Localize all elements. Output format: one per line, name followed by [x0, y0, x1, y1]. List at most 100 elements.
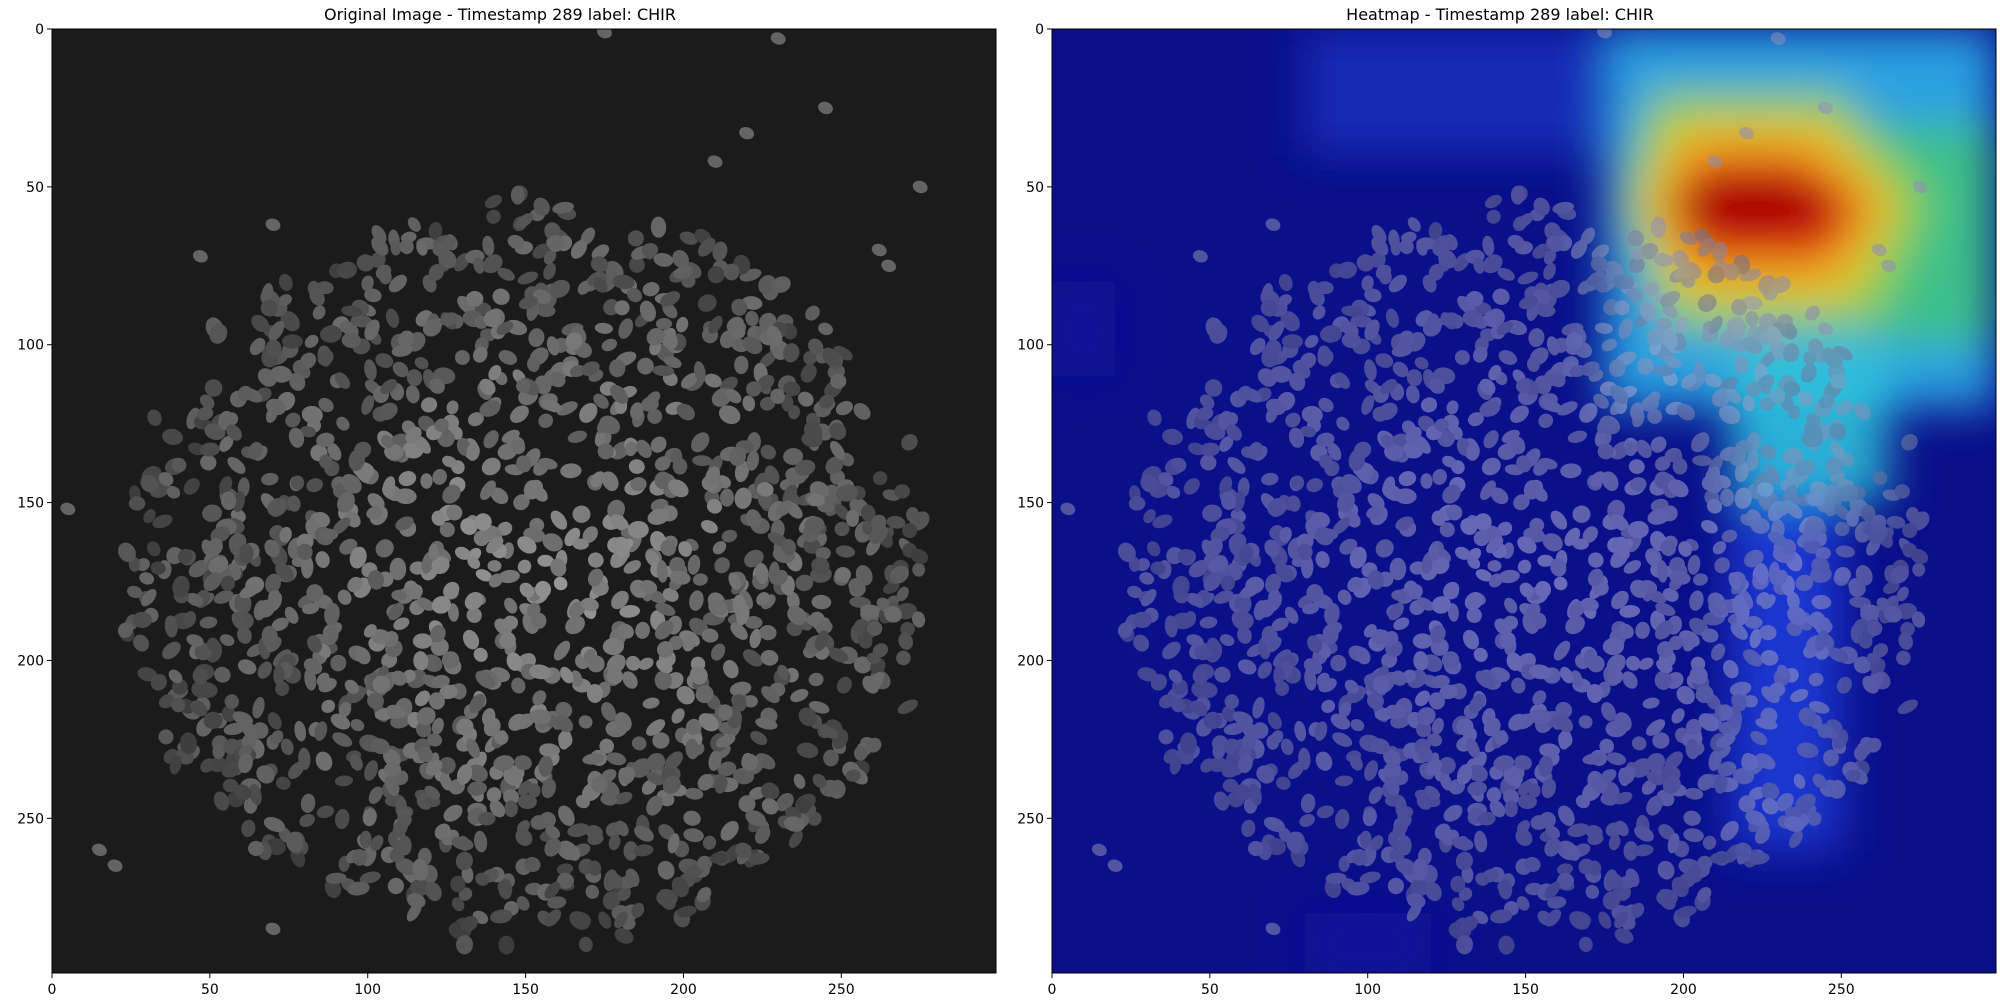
nucleus: [513, 494, 530, 511]
nucleus: [1489, 800, 1506, 818]
nucleus: [1770, 32, 1786, 45]
nucleus: [830, 373, 847, 389]
nucleus: [418, 746, 433, 763]
nucleus: [1416, 721, 1432, 738]
nucleus: [639, 300, 656, 322]
nucleus: [1528, 709, 1552, 725]
nucleus: [1280, 310, 1300, 332]
nucleus: [795, 798, 811, 814]
nucleus: [316, 805, 335, 819]
nucleus: [1597, 417, 1611, 434]
nucleus: [219, 634, 235, 647]
nucleus: [667, 833, 680, 854]
nucleus: [729, 446, 747, 467]
nucleus: [1815, 547, 1831, 561]
nucleus: [322, 626, 339, 645]
nucleus: [1428, 222, 1443, 240]
nucleus: [265, 339, 282, 358]
nucleus: [1569, 364, 1586, 378]
nucleus: [213, 590, 234, 604]
nucleus: [760, 444, 776, 460]
nucleus: [1601, 702, 1616, 722]
nucleus: [1756, 482, 1774, 497]
nucleus: [795, 574, 814, 592]
nucleus: [299, 813, 315, 828]
nucleus: [169, 755, 182, 775]
nucleus: [1431, 717, 1444, 735]
nucleus: [1469, 693, 1486, 714]
nucleus: [223, 722, 246, 736]
nucleus: [483, 310, 501, 328]
nucleus: [1260, 299, 1279, 317]
nucleus: [1694, 361, 1706, 383]
nucleus: [654, 456, 671, 471]
nucleus: [541, 778, 557, 799]
nucleus: [761, 782, 780, 800]
nucleus: [1384, 775, 1400, 796]
nucleus: [673, 265, 693, 280]
nucleus: [1572, 505, 1591, 523]
nucleus: [1715, 734, 1736, 748]
nucleus: [1269, 365, 1293, 383]
nucleus: [427, 733, 443, 747]
nucleus: [683, 810, 701, 826]
nucleus: [660, 539, 677, 557]
nucleus: [1815, 405, 1831, 418]
nucleus: [1836, 676, 1852, 694]
left-x-tick-label: 100: [354, 982, 381, 998]
nucleus: [406, 369, 423, 387]
nucleus: [1406, 369, 1423, 387]
nucleus: [239, 583, 261, 599]
nucleus: [1496, 321, 1514, 335]
nucleus: [1638, 657, 1654, 670]
nucleus: [1750, 730, 1768, 746]
nucleus: [335, 808, 350, 830]
nucleus: [1292, 359, 1306, 375]
nucleus: [614, 300, 630, 316]
nucleus: [1639, 580, 1658, 594]
nucleus: [514, 755, 532, 771]
nucleus: [279, 526, 292, 543]
nucleus: [318, 678, 337, 693]
nucleus: [547, 896, 567, 909]
nucleus: [1660, 539, 1677, 557]
nucleus: [256, 765, 275, 784]
nucleus: [836, 676, 852, 694]
nucleus: [1718, 405, 1741, 425]
nucleus: [1625, 868, 1640, 887]
nucleus: [650, 216, 667, 238]
nucleus: [728, 572, 741, 591]
nucleus: [510, 439, 526, 455]
nucleus: [707, 266, 725, 284]
nucleus: [1307, 635, 1323, 653]
nucleus: [416, 707, 436, 726]
nucleus: [636, 439, 652, 459]
nucleus: [370, 629, 391, 645]
nucleus: [1442, 455, 1457, 468]
nucleus: [1755, 562, 1769, 585]
nucleus: [742, 336, 763, 355]
nucleus: [1712, 541, 1727, 555]
nucleus: [1630, 402, 1644, 421]
nucleus: [718, 405, 741, 425]
nucleus: [166, 485, 181, 499]
nucleus: [1815, 620, 1833, 635]
nucleus: [611, 590, 629, 610]
nucleus: [1739, 126, 1755, 140]
nucleus: [420, 473, 433, 489]
nucleus: [487, 560, 502, 572]
nucleus: [1364, 288, 1382, 303]
nucleus: [1705, 466, 1721, 485]
nucleus: [127, 585, 143, 599]
nucleus: [683, 828, 704, 843]
nucleus: [1827, 647, 1849, 663]
nucleus: [533, 197, 550, 216]
nucleus: [1646, 795, 1663, 816]
nucleus: [1776, 664, 1789, 680]
nucleus: [1319, 528, 1339, 540]
nucleus: [516, 455, 532, 473]
nucleus: [359, 830, 372, 849]
nucleus: [199, 394, 215, 409]
nucleus: [1669, 556, 1685, 573]
nucleus: [655, 317, 673, 330]
